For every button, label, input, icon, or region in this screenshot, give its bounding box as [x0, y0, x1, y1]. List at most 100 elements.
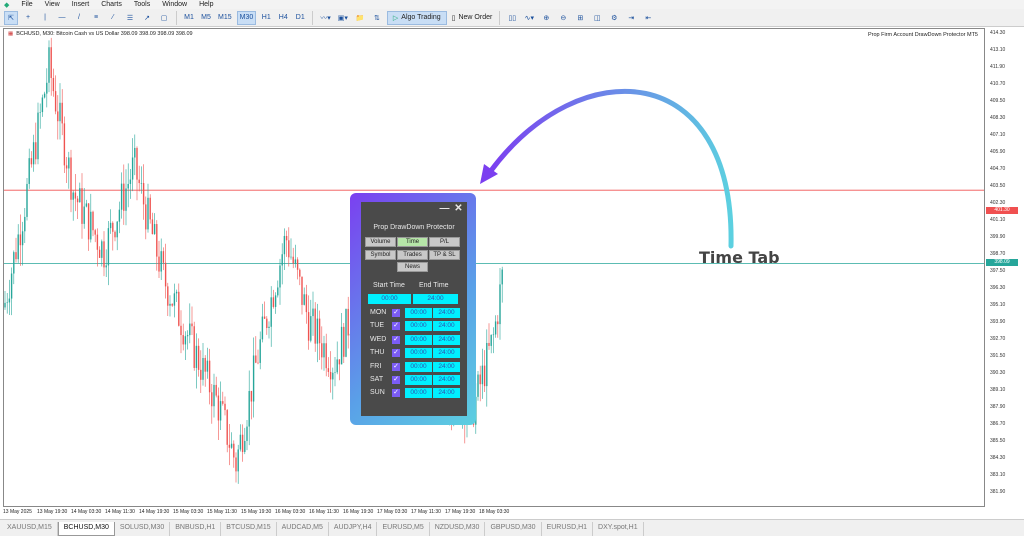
candle-body: [208, 360, 211, 393]
zoom-out-icon[interactable]: ⊖: [560, 14, 567, 22]
timeframe-m15[interactable]: M15: [218, 14, 232, 21]
day-end-input[interactable]: 24:00: [433, 375, 460, 385]
candle-body: [303, 294, 305, 305]
menu-file[interactable]: File: [21, 1, 33, 8]
grid-icon[interactable]: ⊞: [577, 14, 584, 22]
signals-icon[interactable]: ⇅: [373, 14, 380, 22]
day-start-input[interactable]: 00:00: [405, 348, 432, 359]
start-time-input[interactable]: 00:00: [368, 294, 411, 304]
timeframe-m30[interactable]: M30: [236, 10, 257, 25]
price-chart[interactable]: ▦ BCHUSD, M30: Bitcoin Cash vs US Dollar …: [3, 28, 985, 507]
candle-body: [259, 339, 261, 363]
day-start-input[interactable]: 00:00: [405, 308, 432, 318]
tab-volume[interactable]: Volume: [365, 237, 396, 247]
new-order-button[interactable]: ▯ New Order: [450, 11, 495, 25]
minimize-button[interactable]: —: [439, 203, 450, 214]
menu-charts[interactable]: Charts: [101, 1, 122, 8]
symbol-tab[interactable]: EURUSD,H1: [542, 522, 594, 536]
day-end-input[interactable]: 24:00: [433, 321, 460, 332]
tab-news[interactable]: News: [397, 262, 428, 272]
day-checkbox[interactable]: ✓: [392, 322, 400, 331]
zoom-in-icon[interactable]: ⊕: [543, 14, 550, 22]
annotation-label: Time Tab: [699, 248, 780, 267]
symbol-tab[interactable]: BCHUSD,M30: [57, 522, 115, 536]
folder-icon[interactable]: 📁: [355, 14, 365, 22]
symbol-tab[interactable]: EURUSD,M5: [377, 522, 430, 536]
day-start-input[interactable]: 00:00: [405, 361, 432, 372]
day-end-input[interactable]: 24:00: [433, 348, 460, 359]
gann-icon[interactable]: ☰: [126, 14, 134, 22]
crosshair-icon[interactable]: +: [25, 14, 31, 21]
symbol-tab[interactable]: AUDCAD,M5: [277, 522, 329, 536]
menu-view[interactable]: View: [44, 1, 60, 8]
horizontal-line-icon[interactable]: —: [58, 14, 66, 21]
tab-time[interactable]: Time: [397, 237, 428, 247]
time-axis[interactable]: 13 May 2025 13 May 19:30 14 May 03:30 14 Ma…: [3, 508, 985, 518]
day-start-input[interactable]: 00:00: [405, 334, 432, 345]
timeframe-m5[interactable]: M5: [201, 14, 211, 21]
menu-window[interactable]: Window: [162, 1, 188, 8]
vertical-line-icon[interactable]: |: [44, 14, 46, 21]
channel-icon[interactable]: ≡: [93, 14, 99, 21]
day-end-input[interactable]: 24:00: [433, 334, 460, 345]
menu-help[interactable]: Help: [199, 1, 214, 8]
trend-line-icon[interactable]: /: [78, 14, 80, 21]
menu-insert[interactable]: Insert: [71, 1, 90, 8]
symbol-tab[interactable]: DXY.spot,H1: [593, 522, 644, 536]
rectangle-icon[interactable]: ▢: [160, 14, 168, 22]
candle-body: [59, 102, 61, 122]
close-button[interactable]: ✕: [454, 203, 463, 214]
algo-trading-button[interactable]: ▷ Algo Trading: [386, 10, 447, 25]
chart-shift-icon[interactable]: ⇤: [645, 14, 652, 22]
symbol-tab[interactable]: SOLUSD,M30: [115, 522, 171, 536]
end-time-label: End Time: [419, 282, 449, 289]
templates-icon[interactable]: ▣▾: [337, 14, 348, 22]
end-time-input[interactable]: 24:00: [413, 294, 458, 304]
tab-p-l[interactable]: P/L: [429, 237, 460, 247]
day-start-input[interactable]: 00:00: [405, 375, 432, 385]
price-axis[interactable]: 414.30 413.10 411.90 410.70 409.50 408.30 407.…: [986, 28, 1024, 508]
time-tick: 17 May 19:30: [445, 509, 476, 515]
symbol-tab[interactable]: AUDJPY,H4: [329, 522, 378, 536]
indicators-icon[interactable]: 〰▾: [320, 14, 331, 22]
symbol-tab[interactable]: BNBUSD,H1: [170, 522, 222, 536]
symbol-tab[interactable]: NZDUSD,M30: [430, 522, 486, 536]
autoscroll-icon[interactable]: ⇥: [628, 14, 635, 22]
day-label: WED: [370, 335, 387, 343]
timeframe-h4[interactable]: H4: [278, 14, 288, 21]
day-end-input[interactable]: 24:00: [433, 361, 460, 372]
day-end-input[interactable]: 24:00: [433, 308, 460, 318]
symbol-tab[interactable]: XAUUSD,M15: [2, 522, 58, 536]
day-checkbox[interactable]: ✓: [392, 309, 400, 317]
arrow-icon[interactable]: ↗: [144, 14, 150, 22]
day-start-input[interactable]: 00:00: [405, 388, 432, 399]
drawdown-protector-panel[interactable]: — ✕ Prop DrawDown Protector Volume Time P/…: [361, 202, 467, 416]
menu-tools[interactable]: Tools: [133, 1, 151, 8]
symbol-tab[interactable]: GBPUSD,M30: [485, 522, 542, 536]
candle-body: [279, 265, 281, 288]
day-checkbox[interactable]: ✓: [392, 376, 400, 384]
candles-icon[interactable]: ▯▯: [508, 14, 517, 22]
settings-icon[interactable]: ⚙: [611, 14, 618, 22]
day-checkbox[interactable]: ✓: [392, 362, 400, 371]
day-checkbox[interactable]: ✓: [392, 335, 400, 344]
day-checkbox[interactable]: ✓: [392, 349, 400, 358]
tab-tp-sl[interactable]: TP & SL: [429, 250, 460, 260]
line-chart-icon[interactable]: ∿▾: [524, 14, 534, 22]
timeframe-d1[interactable]: D1: [295, 14, 305, 21]
cursor-icon[interactable]: ⇱: [4, 10, 18, 25]
candle-body: [134, 147, 136, 158]
timeframe-m1[interactable]: M1: [184, 14, 194, 21]
candle-body: [164, 262, 167, 287]
day-start-input[interactable]: 00:00: [405, 321, 432, 332]
candle-body: [19, 234, 22, 246]
symbol-tab[interactable]: BTCUSD,M15: [221, 522, 277, 536]
tab-symbol[interactable]: Symbol: [365, 250, 396, 260]
candle-body: [92, 211, 94, 231]
day-checkbox[interactable]: ✓: [392, 389, 400, 398]
day-end-input[interactable]: 24:00: [433, 388, 460, 399]
tab-trades[interactable]: Trades: [397, 250, 428, 260]
timeframe-h1[interactable]: H1: [261, 14, 271, 21]
screenshot-icon[interactable]: ◫: [594, 14, 601, 22]
fibonacci-icon[interactable]: ⁄: [112, 14, 114, 21]
